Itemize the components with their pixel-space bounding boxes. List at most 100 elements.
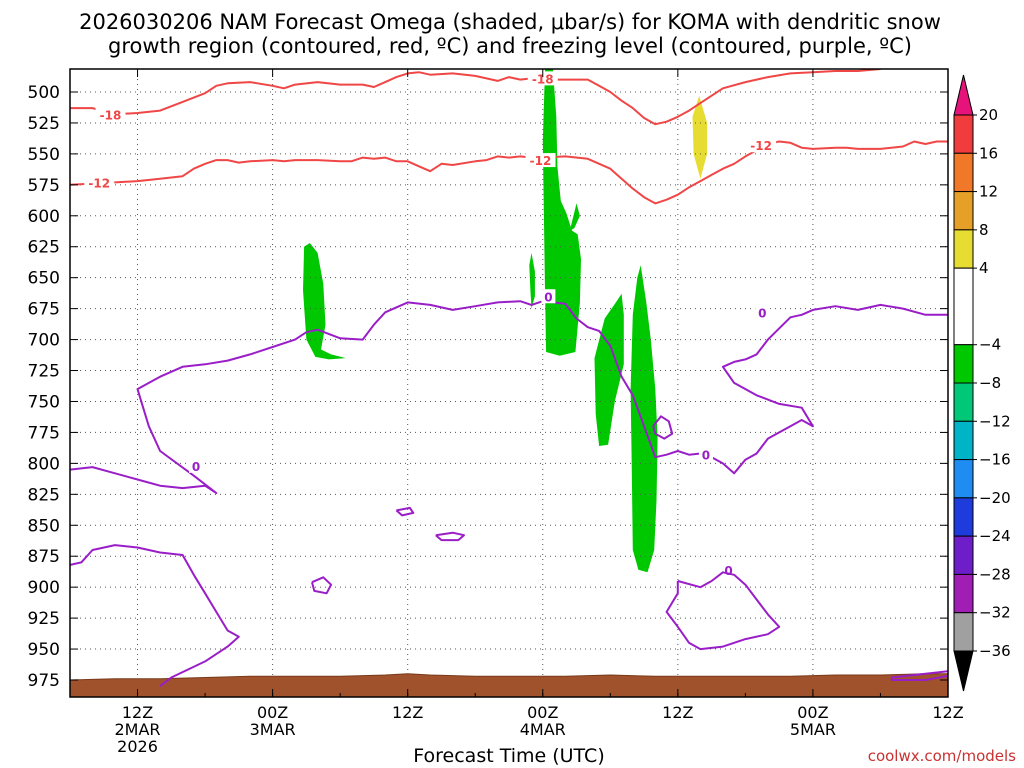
y-tick-label: 650 [28, 269, 60, 289]
colorbar-label: 12 [979, 183, 998, 201]
freezing-level-contour [665, 571, 781, 651]
omega-region [542, 69, 581, 356]
colorbar-bin [953, 497, 974, 537]
y-tick-label: 775 [28, 423, 60, 443]
colorbar: 20 16 12 8 4 −4 −8 −12 −16 −20 −24 −28 −32 −36 [953, 74, 1011, 692]
y-tick-label: 750 [28, 392, 60, 412]
contour-label: -12 [750, 139, 772, 153]
y-tick-label: 800 [28, 454, 60, 474]
y-tick-label: 925 [28, 609, 60, 629]
x-tick-label: 12Z [392, 703, 423, 722]
colorbar-label: 4 [979, 259, 989, 277]
chart-title-line-1: 2026030206 NAM Forecast Omega (shaded, μ… [79, 10, 941, 34]
colorbar-bottom-arrow [953, 650, 974, 692]
y-axis-ticks: 500 525 550 575 600 625 650 675 700 725 750 775 800 8… [28, 83, 948, 691]
omega-region [630, 265, 658, 573]
y-tick-label: 550 [28, 145, 60, 165]
y-tick-label: 500 [28, 83, 60, 103]
contour-label: -12 [530, 154, 552, 168]
x-tick-label: 3MAR [250, 720, 296, 739]
colorbar-bin [953, 573, 974, 614]
colorbar-bin [953, 267, 974, 346]
colorbar-bin [953, 229, 974, 269]
colorbar-label: −12 [979, 412, 1011, 430]
x-tick-label: 12Z [932, 703, 963, 722]
colorbar-bin [953, 152, 974, 193]
freezing-level-contour [70, 544, 240, 687]
y-tick-label: 525 [28, 114, 60, 134]
terrain-fill [70, 673, 948, 697]
dgz-contour-line [70, 69, 881, 126]
colorbar-label: −28 [979, 565, 1011, 583]
colorbar-label: 8 [979, 221, 989, 239]
contour-label-bg [189, 458, 204, 473]
x-tick-label: 12Z [662, 703, 693, 722]
y-tick-label: 700 [28, 331, 60, 351]
contour-label-bg [84, 175, 115, 190]
y-tick-label: 825 [28, 485, 60, 505]
y-tick-label: 850 [28, 516, 60, 536]
contour-label-bg [525, 153, 556, 168]
x-tick-label: 00Z [797, 703, 828, 722]
x-tick-label: 5MAR [790, 720, 836, 739]
colorbar-bin [953, 344, 974, 384]
contour-label: 0 [702, 449, 710, 463]
omega-region [594, 293, 624, 446]
y-tick-label: 600 [28, 207, 60, 227]
colorbar-label: −32 [979, 604, 1011, 622]
x-tick-label: 2MAR [115, 720, 161, 739]
contour-label: 0 [724, 564, 732, 578]
y-tick-label: 675 [28, 300, 60, 320]
plot-border [69, 68, 949, 698]
y-tick-label: 950 [28, 640, 60, 660]
colorbar-bin [953, 382, 974, 422]
contour-label-bg [541, 289, 556, 304]
freezing-level-contour [652, 415, 674, 440]
colorbar-bin [953, 114, 974, 154]
contour-lines: -18 -18 -12 -12 -12 0 0 0 0 0 [70, 69, 948, 687]
omega-region [692, 95, 708, 179]
colorbar-label: 16 [979, 144, 998, 162]
colorbar-bin [953, 535, 974, 575]
x-tick-label: 12Z [122, 703, 153, 722]
x-tick-label: 00Z [257, 703, 288, 722]
freezing-level-contour [435, 531, 465, 542]
contour-label: 0 [192, 460, 200, 474]
contour-label: -12 [88, 176, 110, 190]
contour-label-bg [527, 71, 558, 86]
colorbar-label: −24 [979, 527, 1011, 545]
contour-label: -18 [532, 72, 554, 86]
terrain-surface [70, 673, 948, 697]
contour-label-bg [746, 138, 777, 153]
contour-label: -18 [100, 108, 122, 122]
colorbar-label: −8 [979, 374, 1001, 392]
freezing-level-contour [311, 576, 333, 595]
chart-title-line-2: growth region (contoured, red, ºC) and f… [108, 34, 912, 58]
colorbar-bin [953, 459, 974, 499]
x-tick-label: 4MAR [520, 720, 566, 739]
freezing-level-contour [395, 506, 415, 517]
plot-background [70, 69, 948, 697]
colorbar-top-arrow [953, 74, 974, 116]
colorbar-label: 20 [979, 106, 998, 124]
colorbar-bin [953, 191, 974, 231]
x-tick-label: 00Z [527, 703, 558, 722]
colorbar-label: −20 [979, 489, 1011, 507]
x-tick-label: 2026 [117, 737, 158, 756]
omega-region [529, 252, 535, 309]
plot-frame [69, 68, 949, 698]
omega-region [569, 203, 580, 231]
contour-label-bg [698, 447, 713, 462]
y-tick-label: 975 [28, 671, 60, 691]
contour-label-bg [95, 107, 126, 122]
credit-text: coolwx.com/models [868, 747, 1016, 765]
freezing-level-contour [890, 670, 948, 681]
colorbar-label: −16 [979, 451, 1011, 469]
x-axis-label: Forecast Time (UTC) [413, 745, 604, 767]
colorbar-bin [953, 420, 974, 461]
y-tick-label: 875 [28, 547, 60, 567]
colorbar-label: −36 [979, 642, 1011, 660]
y-tick-label: 900 [28, 578, 60, 598]
